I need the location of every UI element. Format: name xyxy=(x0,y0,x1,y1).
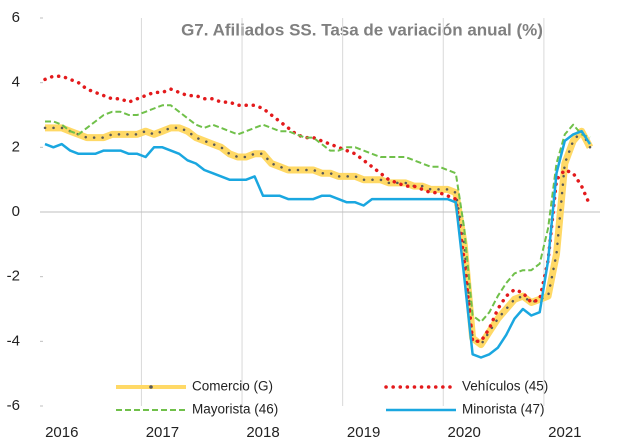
y-tick-label: -2 xyxy=(7,268,20,285)
y-tick-label: 4 xyxy=(12,74,20,91)
legend-marker xyxy=(149,385,153,389)
series-markers xyxy=(43,126,592,347)
y-tick-label: -6 xyxy=(7,397,20,414)
chart-title: G7. Afiliados SS. Tasa de variación anua… xyxy=(181,20,543,39)
legend-label: Comercio (G) xyxy=(192,379,273,394)
y-tick-label: 2 xyxy=(12,138,20,155)
x-tick-label: 2020 xyxy=(448,424,481,441)
legend-label: Vehículos (45) xyxy=(462,379,548,394)
legend-label: Mayorista (46) xyxy=(192,402,278,417)
legend-label: Minorista (47) xyxy=(462,402,545,417)
x-tick-label: 2021 xyxy=(548,424,581,441)
x-tick-label: 2016 xyxy=(45,424,78,441)
series-line xyxy=(43,74,592,344)
series-line xyxy=(45,124,594,349)
x-tick-label: 2019 xyxy=(347,424,380,441)
x-tick-label: 2017 xyxy=(146,424,179,441)
series-line xyxy=(44,129,592,359)
x-tick-label: 2018 xyxy=(246,424,279,441)
y-tick-label: -4 xyxy=(7,332,20,349)
series-line xyxy=(45,104,591,323)
y-tick-label: 0 xyxy=(12,203,20,220)
y-tick-label: 6 xyxy=(12,9,20,26)
